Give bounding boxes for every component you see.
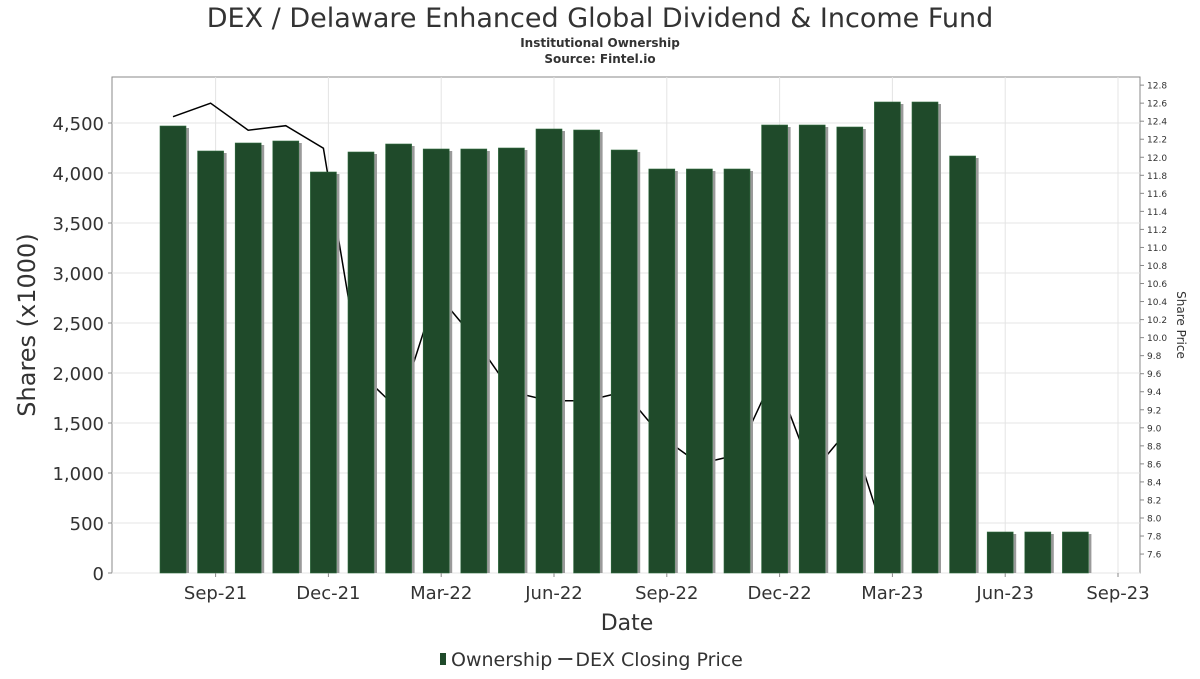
bar xyxy=(686,168,713,574)
bar xyxy=(836,126,864,574)
bar xyxy=(911,101,939,574)
y-tick-label: 2,500 xyxy=(52,314,104,335)
y2-tick-label: 9.4 xyxy=(1147,388,1162,398)
y2-tick-label: 8.0 xyxy=(1147,514,1162,524)
bar xyxy=(798,124,826,574)
bar xyxy=(874,101,901,574)
bar xyxy=(949,155,976,574)
bar xyxy=(761,124,788,574)
bar xyxy=(310,171,337,574)
bar xyxy=(610,149,638,574)
chart-title: DEX / Delaware Enhanced Global Dividend … xyxy=(207,3,994,34)
y2-tick-label: 9.6 xyxy=(1147,370,1162,380)
y2-tick-label: 8.8 xyxy=(1147,442,1162,452)
y-tick-label: 1,500 xyxy=(52,414,104,435)
y-tick-label: 1,000 xyxy=(52,464,104,485)
y-tick-label: 4,500 xyxy=(52,114,104,135)
bar xyxy=(1062,531,1089,574)
y2-tick-label: 10.2 xyxy=(1147,316,1167,326)
source: Source: Fintel.io xyxy=(544,52,655,66)
y2-tick-label: 10.0 xyxy=(1147,334,1167,344)
legend-label: DEX Closing Price xyxy=(575,649,743,671)
y2-axis-label: Share Price xyxy=(1174,291,1188,359)
y2-tick-label: 9.0 xyxy=(1147,424,1162,434)
y2-tick-label: 11.6 xyxy=(1147,190,1167,200)
bar xyxy=(648,168,676,574)
bar xyxy=(197,150,224,574)
x-tick-label: Mar-23 xyxy=(861,583,923,604)
y2-tick-label: 7.8 xyxy=(1147,533,1162,543)
bar xyxy=(535,128,563,574)
y2-tick-label: 8.4 xyxy=(1147,478,1162,488)
bar xyxy=(272,140,300,574)
y2-tick-label: 9.2 xyxy=(1147,406,1161,416)
bar xyxy=(1024,531,1052,574)
y2-tick-label: 10.6 xyxy=(1147,280,1167,290)
legend-swatch xyxy=(440,653,446,665)
y2-tick-label: 8.2 xyxy=(1147,496,1161,506)
y2-tick-label: 7.6 xyxy=(1147,551,1162,561)
y2-tick-label: 12.0 xyxy=(1147,154,1167,164)
y-tick-label: 3,500 xyxy=(52,214,104,235)
x-tick-label: Dec-21 xyxy=(296,583,360,604)
chart-subtitle: Institutional Ownership xyxy=(520,36,680,50)
y-tick-label: 4,000 xyxy=(52,164,104,185)
y2-tick-label: 11.0 xyxy=(1147,244,1167,254)
bar xyxy=(573,129,600,574)
x-tick-label: Sep-21 xyxy=(184,583,247,604)
y-tick-label: 3,000 xyxy=(52,264,104,285)
x-tick-label: Jun-22 xyxy=(524,583,583,604)
x-tick-label: Jun-23 xyxy=(975,583,1034,604)
y2-tick-label: 11.4 xyxy=(1147,208,1167,218)
x-axis-label: Date xyxy=(601,611,654,636)
x-tick-label: Mar-22 xyxy=(410,583,472,604)
x-tick-label: Sep-22 xyxy=(635,583,698,604)
bar xyxy=(422,148,450,574)
y2-tick-label: 12.8 xyxy=(1147,82,1167,92)
y2-tick-label: 10.4 xyxy=(1147,298,1167,308)
bar xyxy=(986,531,1014,574)
x-tick-label: Sep-23 xyxy=(1086,583,1149,604)
x-tick-label: Dec-22 xyxy=(747,583,811,604)
bar xyxy=(498,147,525,574)
bar xyxy=(234,142,262,574)
y2-tick-label: 12.2 xyxy=(1147,136,1167,146)
y2-tick-label: 10.8 xyxy=(1147,262,1167,272)
bar xyxy=(385,143,412,574)
bar xyxy=(460,148,488,574)
legend-label: Ownership xyxy=(451,649,552,671)
y-tick-label: 0 xyxy=(93,564,104,585)
y-axis-label: Shares (x1000) xyxy=(13,233,41,416)
bar xyxy=(723,168,751,574)
bar xyxy=(159,125,187,574)
y2-tick-label: 8.6 xyxy=(1147,460,1162,470)
y-tick-label: 500 xyxy=(70,514,104,535)
y2-tick-label: 11.2 xyxy=(1147,226,1167,236)
y-tick-label: 2,000 xyxy=(52,364,104,385)
y2-tick-label: 9.8 xyxy=(1147,352,1162,362)
y2-tick-label: 12.4 xyxy=(1147,118,1167,128)
bar xyxy=(347,151,375,574)
y2-tick-label: 11.8 xyxy=(1147,172,1167,182)
y2-tick-label: 12.6 xyxy=(1147,100,1167,110)
